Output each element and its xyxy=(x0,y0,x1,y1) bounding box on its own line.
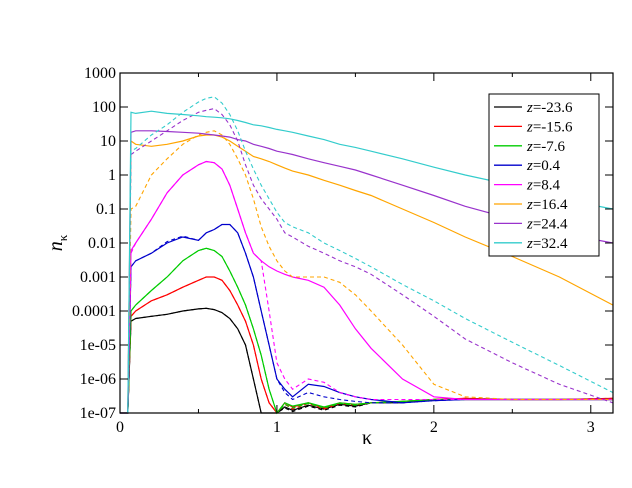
x-tick-label: 1 xyxy=(273,419,281,436)
legend-label-value: =0.4 xyxy=(533,158,561,174)
legend-label-value: =16.4 xyxy=(533,197,568,213)
ticks-layer: 0 1 2 3 1e-07 1e-06 1e-05 0.0001 0.001 0.01 0.1 1 10… xyxy=(72,65,613,436)
y-tick-label: 100 xyxy=(92,99,116,116)
series-line-3 xyxy=(120,223,613,414)
series-line-dashed-6 xyxy=(120,108,613,414)
y-tick-label: 1e-05 xyxy=(80,337,116,354)
legend-label-prefix: z xyxy=(526,178,533,194)
x-axis-label: κ xyxy=(362,427,372,449)
legend-label-6: z=24.4 xyxy=(526,216,568,232)
legend-label-0: z=-23.6 xyxy=(526,100,573,116)
x-tick-label: 3 xyxy=(587,419,595,436)
legend-label-prefix: z xyxy=(526,197,533,213)
series-line-6 xyxy=(120,130,613,414)
y-axis-label-subscript: κ xyxy=(55,234,70,241)
legend-label-prefix: z xyxy=(526,216,533,232)
series-line-5 xyxy=(120,134,614,414)
legend-label-prefix: z xyxy=(526,158,533,174)
legend-label-3: z=0.4 xyxy=(526,158,561,174)
legend-label-prefix: z xyxy=(526,100,533,116)
y-tick-label: 1 xyxy=(108,167,116,184)
legend-box xyxy=(488,93,600,257)
legend-label-1: z=-15.6 xyxy=(526,119,573,135)
series-layer xyxy=(120,96,614,415)
legend-label-value: =-15.6 xyxy=(533,119,573,135)
legend-label-prefix: z xyxy=(526,119,533,135)
series-line-dashed-5 xyxy=(120,130,613,414)
legend-label-7: z=32.4 xyxy=(526,236,568,252)
y-tick-label: 10 xyxy=(100,133,116,150)
legend-label-prefix: z xyxy=(526,236,533,252)
y-tick-label: 1e-06 xyxy=(80,371,116,388)
y-tick-label: 0.1 xyxy=(96,201,116,218)
y-tick-label: 0.001 xyxy=(80,269,116,286)
y-tick-label: 1000 xyxy=(84,65,116,82)
legend-label-prefix: z xyxy=(526,139,533,155)
y-axis-label: nκ xyxy=(45,234,70,251)
x-tick-label: 2 xyxy=(430,419,438,436)
legend-label-5: z=16.4 xyxy=(526,197,568,213)
x-tick-label: 0 xyxy=(116,419,124,436)
y-tick-label: 1e-07 xyxy=(80,405,116,422)
legend-label-value: =32.4 xyxy=(533,236,568,252)
y-axis-label-main: n xyxy=(45,241,67,251)
y-tick-label: 0.0001 xyxy=(72,303,116,320)
series-line-dashed-7 xyxy=(120,96,614,414)
series-line-7 xyxy=(120,110,613,414)
legend: z=-23.6z=-15.6z=-7.6z=0.4z=8.4z=16.4z=24… xyxy=(488,93,600,257)
legend-label-2: z=-7.6 xyxy=(526,139,566,155)
legend-label-value: =-23.6 xyxy=(533,100,573,116)
legend-label-value: =-7.6 xyxy=(533,139,566,155)
legend-label-value: =8.4 xyxy=(533,178,561,194)
legend-label-4: z=8.4 xyxy=(526,178,561,194)
series-line-4 xyxy=(120,160,613,414)
legend-label-value: =24.4 xyxy=(533,216,568,232)
y-tick-label: 0.01 xyxy=(88,235,116,252)
series-line-2 xyxy=(120,247,613,415)
